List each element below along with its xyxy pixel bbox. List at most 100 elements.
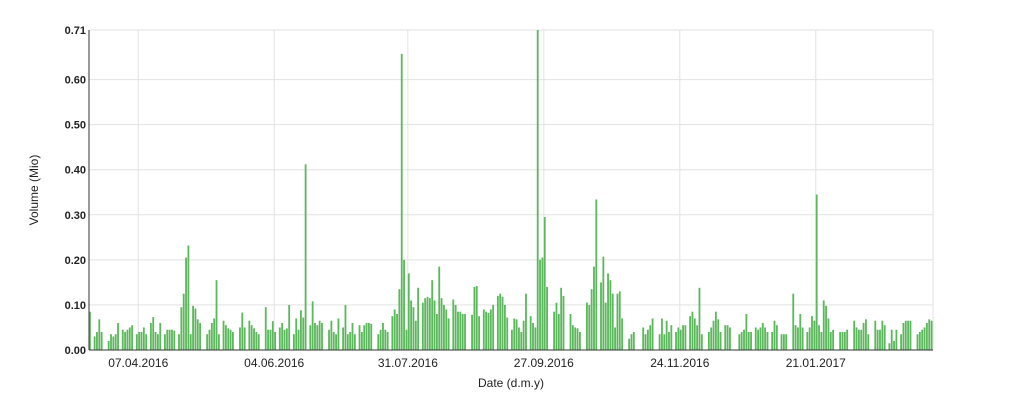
volume-bar	[391, 316, 394, 350]
volume-bar	[525, 293, 527, 350]
x-tick-label: 31.07.2016	[378, 356, 438, 370]
volume-bar	[883, 325, 886, 350]
volume-bar	[930, 320, 933, 350]
volume-bar	[614, 327, 616, 350]
x-tick-label: 04.06.2016	[244, 356, 304, 370]
volume-bar	[698, 287, 701, 350]
volume-bar	[257, 334, 260, 350]
volume-bar	[546, 286, 548, 350]
volume-bar	[288, 304, 291, 350]
volume-bar	[876, 329, 879, 350]
volume-bar	[365, 322, 368, 350]
volume-bar	[435, 313, 438, 350]
volume-bar	[881, 320, 884, 350]
volume-bar	[717, 319, 720, 350]
volume-bar	[518, 327, 520, 350]
volume-bar	[825, 305, 827, 350]
volume-bar	[632, 331, 635, 350]
volume-bar	[428, 298, 431, 350]
volume-bar	[403, 259, 405, 350]
volume-bar	[893, 340, 895, 350]
volume-bar	[874, 320, 877, 350]
volume-bar	[761, 322, 764, 350]
volume-bar	[522, 320, 525, 350]
volume-bar	[829, 331, 832, 350]
volume-bar	[604, 302, 607, 350]
volume-bar	[895, 329, 898, 350]
volume-bar	[754, 327, 757, 350]
volume-bar	[820, 331, 823, 350]
volume-bar	[822, 300, 825, 350]
volume-bar	[349, 331, 352, 350]
x-tick-label: 27.09.2016	[514, 356, 574, 370]
volume-bar	[541, 257, 544, 350]
volume-bar	[424, 298, 427, 350]
volume-bar	[360, 331, 363, 350]
volume-bar	[557, 313, 560, 350]
volume-bar	[689, 316, 692, 350]
volume-bar	[140, 331, 143, 350]
volume-bar	[857, 329, 860, 350]
volume-bar	[138, 331, 141, 350]
volume-bar	[771, 331, 774, 350]
volume-bar	[98, 319, 101, 350]
volume-bar	[921, 329, 924, 350]
volume-bar	[215, 280, 218, 350]
volume-bar	[337, 318, 340, 350]
volume-bar	[473, 286, 476, 350]
volume-bar	[839, 331, 842, 350]
volume-bar	[661, 318, 663, 350]
volume-bar	[166, 329, 169, 350]
volume-bar	[806, 331, 809, 350]
volume-bar	[628, 338, 631, 350]
volume-bar	[815, 194, 818, 350]
volume-bar	[232, 331, 234, 350]
volume-bar	[618, 291, 621, 350]
volume-bar	[304, 164, 307, 350]
volume-bar	[208, 329, 211, 350]
volume-bar	[243, 327, 246, 350]
volume-bar	[879, 329, 881, 350]
volume-bar	[426, 296, 429, 350]
volume-bar	[283, 329, 286, 350]
volume-bar	[747, 331, 750, 350]
volume-bar	[890, 329, 893, 350]
volume-bar	[560, 287, 563, 350]
volume-bar	[271, 321, 274, 350]
volume-bar	[682, 325, 684, 350]
volume-bar	[386, 331, 389, 350]
volume-bar	[590, 289, 593, 350]
volume-bar	[867, 334, 870, 350]
volume-bar	[96, 331, 98, 350]
volume-bar	[611, 293, 614, 350]
volume-bar	[794, 325, 797, 350]
volume-bar	[171, 329, 173, 350]
volume-bar	[630, 334, 633, 350]
volume-bar	[600, 282, 602, 350]
volume-bar	[543, 217, 546, 350]
volume-bar	[726, 325, 729, 350]
volume-bar	[227, 328, 230, 350]
volume-bar	[759, 327, 762, 350]
volume-bar	[267, 329, 270, 350]
volume-bar	[445, 309, 448, 350]
volume-bar	[485, 311, 488, 350]
volume-bar	[501, 296, 504, 350]
volume-bar	[164, 334, 166, 350]
volume-bar	[503, 304, 506, 350]
volume-bar	[393, 309, 396, 350]
volume-bar	[438, 266, 441, 350]
volume-bar	[302, 317, 305, 350]
volume-bar	[414, 320, 417, 350]
volume-bar	[278, 327, 281, 350]
volume-bar	[743, 329, 745, 350]
volume-bar	[382, 322, 384, 350]
volume-bar	[121, 329, 124, 350]
volume-bar	[766, 331, 769, 350]
volume-bar	[670, 325, 673, 350]
volume-bars	[89, 30, 933, 350]
volume-bar	[117, 322, 119, 350]
volume-bar	[738, 334, 741, 350]
volume-bar	[222, 320, 225, 350]
